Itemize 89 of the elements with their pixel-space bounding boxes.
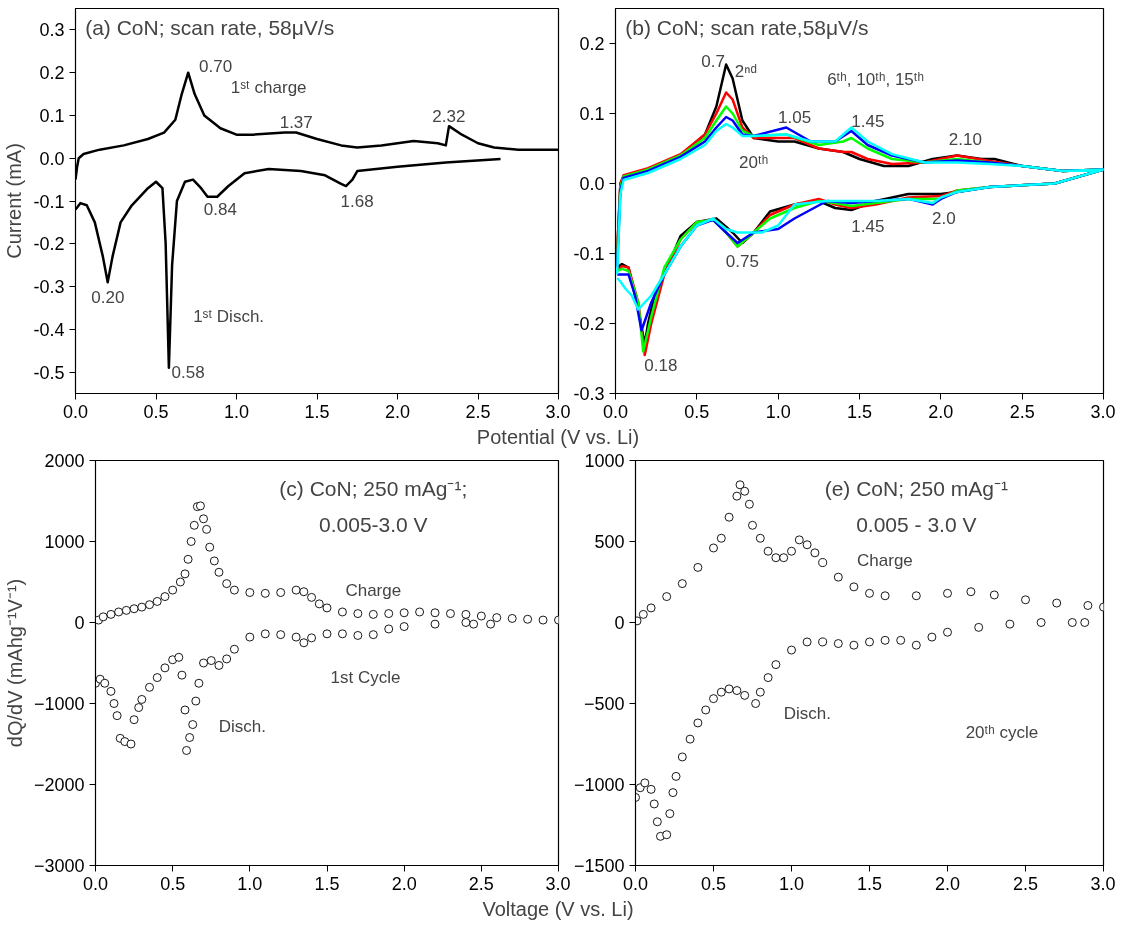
text: (c) CoN; 250 mAg⁻¹; (279, 476, 468, 500)
chart-title: (a) CoN; scan rate, 58μV/s (85, 16, 335, 40)
y-tick-label: 0.1 (39, 105, 65, 126)
y-tick-label: −500 (583, 694, 625, 714)
x-tick-label: 0.5 (143, 401, 169, 422)
x-tick-label: 3.0 (1090, 401, 1116, 422)
annotation: 0.20 (91, 288, 125, 308)
y-tick-label: −1000 (33, 694, 85, 714)
y-tick-label: -0.4 (33, 319, 65, 340)
annotation: 0.18 (644, 356, 678, 376)
x-tick-label: 0.0 (622, 873, 649, 894)
y-tick-label: 0.2 (579, 34, 605, 54)
y-tick-label: -0.2 (573, 314, 605, 334)
y-tick-label: -0.3 (33, 277, 65, 298)
text: (e) CoN; 250 mAg⁻¹ (824, 476, 1008, 500)
x-tick-label: 2.0 (384, 401, 411, 422)
y-tick-label: -0.3 (573, 384, 605, 404)
annotation: Disch. (218, 716, 266, 736)
y-axis-title: Current (mA) (3, 143, 26, 259)
annotation: Charge (345, 580, 402, 600)
x-tick-label: 0.5 (160, 873, 186, 894)
y-tick-label: −2000 (33, 775, 85, 795)
annotation: 0.58 (171, 363, 205, 383)
x-tick-label: 1.0 (765, 401, 791, 422)
y-tick-label: -0.5 (33, 362, 65, 383)
annotation: 20ᵗʰ cycle (965, 723, 1039, 743)
annotation: 1.45 (851, 111, 885, 131)
chart-title: (b) CoN; scan rate,58μV/s (625, 16, 869, 40)
annotation: 1.68 (340, 192, 374, 211)
annotation: 1.37 (279, 112, 313, 132)
annotation: 1ˢᵗ Disch. (193, 307, 265, 326)
x-tick-label: 1.5 (304, 401, 330, 422)
annotation: 1ˢᵗ charge (230, 78, 307, 98)
y-tick-label: 0.3 (39, 20, 65, 41)
annotation: 1st Cycle (330, 668, 401, 688)
x-tick-label: 1.0 (237, 873, 263, 894)
annotation: 2ⁿᵈ (734, 62, 757, 82)
x-tick-label: 3.0 (545, 401, 571, 422)
x-tick-label: 0.0 (82, 873, 109, 894)
annotation: 2.32 (432, 106, 466, 126)
x-tick-label: 1.0 (778, 873, 805, 894)
x-tick-label: 2.5 (1009, 401, 1035, 422)
x-tick-label: 1.5 (846, 401, 873, 422)
x-tick-label: 2.5 (465, 401, 491, 422)
y-tick-label: 2000 (44, 451, 85, 471)
y-tick-label: -0.1 (573, 244, 605, 264)
y-tick-label: −3000 (33, 856, 85, 876)
y-axis-title: dQ/dV (mAhg⁻¹V⁻¹) (3, 578, 26, 748)
annotation: 6ᵗʰ, 10ᵗʰ, 15ᵗʰ (827, 70, 925, 90)
annotation: 0.84 (203, 200, 237, 220)
x-tick-label: 0.5 (684, 401, 710, 422)
x-tick-label: 1.5 (856, 873, 883, 894)
x-tick-label: 1.5 (314, 873, 340, 894)
annotation: Disch. (783, 703, 831, 723)
x-tick-label: 2.0 (391, 873, 417, 894)
x-tick-label: 2.0 (934, 873, 961, 894)
x-tick-label: 0.5 (700, 873, 727, 894)
x-tick-label: 3.0 (1090, 873, 1116, 894)
y-tick-label: 1000 (584, 451, 625, 471)
y-tick-label: 0.1 (579, 104, 605, 124)
annotation: 2.10 (948, 130, 982, 150)
x-tick-label: 1.0 (223, 401, 250, 422)
text: 0.005-3.0 V (319, 513, 428, 537)
annotation: 1.45 (851, 216, 885, 236)
y-tick-label: 0 (74, 613, 85, 633)
annotation: 20ᵗʰ (739, 153, 769, 172)
annotation: 2.0 (932, 209, 956, 229)
x-tick-label: 2.0 (928, 401, 954, 422)
annotation: 0.7 (701, 51, 725, 71)
y-tick-label: 0.0 (579, 174, 605, 194)
y-tick-label: 1000 (44, 532, 85, 552)
annotation: 1.05 (778, 108, 812, 128)
y-tick-label: 0.0 (39, 148, 65, 169)
x-tick-label: 2.5 (1012, 873, 1039, 894)
annotation: 0.75 (725, 251, 759, 271)
text: 0.005 - 3.0 V (856, 513, 977, 537)
y-tick-label: 500 (594, 532, 625, 552)
y-tick-label: −1000 (573, 775, 625, 795)
y-tick-label: 0 (614, 613, 625, 633)
x-axis-title: Voltage (V vs. Li) (482, 897, 634, 920)
y-tick-label: −1500 (573, 856, 625, 876)
y-tick-label: -0.2 (33, 234, 65, 255)
annotation: Charge (857, 551, 913, 571)
annotation: 0.70 (199, 57, 233, 77)
x-axis-title: Potential (V vs. Li) (476, 425, 640, 448)
y-tick-label: 0.2 (39, 63, 65, 84)
y-tick-label: -0.1 (33, 191, 65, 212)
x-tick-label: 3.0 (545, 873, 571, 894)
x-tick-label: 2.5 (468, 873, 494, 894)
